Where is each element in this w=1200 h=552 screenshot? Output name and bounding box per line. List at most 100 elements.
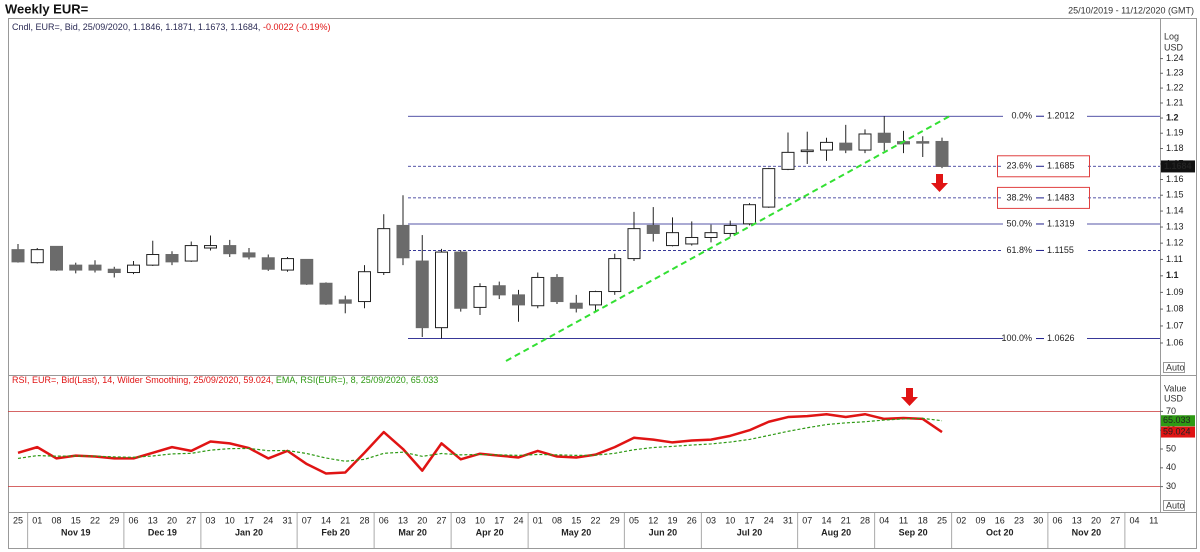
x-tick-label: 15 xyxy=(571,515,581,525)
x-tick-label: 12 xyxy=(648,515,658,525)
x-tick-label: 27 xyxy=(436,515,446,525)
candle-body xyxy=(88,264,102,271)
x-tick-label: 01 xyxy=(32,515,42,525)
x-tick-label: 08 xyxy=(552,515,562,525)
y-tick-label: 1.08 xyxy=(1166,303,1184,313)
candle-body xyxy=(858,133,872,151)
candle-body xyxy=(11,249,25,263)
auto-label[interactable]: Auto xyxy=(1166,500,1185,510)
x-tick-label: 08 xyxy=(51,515,61,525)
auto-button[interactable] xyxy=(1163,500,1185,511)
month-label: Aug 20 xyxy=(821,527,851,537)
candle-body xyxy=(223,245,237,255)
y-tick-label: 1.15 xyxy=(1166,190,1184,200)
candle-body xyxy=(30,249,44,264)
x-tick-label: 29 xyxy=(610,515,620,525)
candle-body xyxy=(723,224,737,234)
y-tick-label: 30 xyxy=(1166,481,1176,491)
candle-body xyxy=(569,302,583,309)
x-tick-label: 23 xyxy=(1014,515,1024,525)
auto-label[interactable]: Auto xyxy=(1166,362,1185,372)
chart-title: Weekly EUR= xyxy=(5,1,89,16)
x-tick-label: 07 xyxy=(802,515,812,525)
x-tick-label: 19 xyxy=(667,515,677,525)
month-label: Nov 20 xyxy=(1072,527,1102,537)
month-label: Mar 20 xyxy=(398,527,427,537)
candle-body xyxy=(396,224,410,259)
fib-value: 1.2012 xyxy=(1047,111,1075,121)
x-tick-label: 14 xyxy=(321,515,331,525)
axis-label: Value xyxy=(1164,383,1186,393)
candle-body xyxy=(877,132,891,143)
x-tick-label: 28 xyxy=(359,515,369,525)
rsi-legend: RSI, EUR=, Bid(Last), 14, Wilder Smoothi… xyxy=(12,375,438,385)
candle-body xyxy=(358,271,371,303)
x-tick-label: 26 xyxy=(687,515,697,525)
x-tick-label: 07 xyxy=(302,515,312,525)
x-tick-label: 17 xyxy=(744,515,754,525)
candle-body xyxy=(781,151,795,170)
x-tick-label: 11 xyxy=(1149,515,1158,525)
y-tick-label: 40 xyxy=(1166,462,1176,472)
fib-percent: 23.6% xyxy=(1006,161,1032,171)
y-tick-label: 1.07 xyxy=(1166,320,1184,330)
arrow xyxy=(901,388,918,406)
candle-body xyxy=(454,251,468,309)
x-tick-label: 09 xyxy=(975,515,985,525)
candle-body xyxy=(415,260,429,329)
candle-body xyxy=(935,140,949,167)
candle-body xyxy=(338,299,352,304)
x-tick-label: 05 xyxy=(629,515,639,525)
candle-body xyxy=(69,264,83,271)
candle-body xyxy=(300,258,314,285)
x-tick-label: 30 xyxy=(1033,515,1043,525)
candle-body xyxy=(473,286,487,308)
fib-value: 1.1483 xyxy=(1047,192,1075,202)
last-price-box xyxy=(1161,160,1195,173)
candle-body xyxy=(800,149,814,153)
x-tick-label: 20 xyxy=(417,515,427,525)
auto-button[interactable] xyxy=(1163,362,1185,373)
x-tick-label: 21 xyxy=(841,515,851,525)
y-tick-label: 1.21 xyxy=(1166,97,1184,107)
month-label: Sep 20 xyxy=(899,527,928,537)
legend-change: -0.0022 xyxy=(263,22,294,32)
candle-body xyxy=(685,236,699,245)
x-tick-label: 13 xyxy=(1072,515,1082,525)
candle-body xyxy=(608,258,622,293)
x-tick-label: 03 xyxy=(706,515,716,525)
candle-body xyxy=(435,251,448,329)
candle-body xyxy=(319,282,333,305)
fib-box xyxy=(997,186,1090,209)
last-value-box xyxy=(1161,415,1195,427)
month-label: Nov 19 xyxy=(61,527,91,537)
axis-label: USD xyxy=(1164,42,1184,52)
y-tick-label: 1.14 xyxy=(1166,205,1184,215)
month-label: Feb 20 xyxy=(321,527,350,537)
legend-text: Cndl, EUR=, Bid, 25/09/2020, 1.1846, 1.1… xyxy=(12,22,260,32)
fib-value: 1.1155 xyxy=(1047,245,1074,255)
candle-body xyxy=(146,254,160,266)
month-label: Jan 20 xyxy=(235,527,263,537)
series-line xyxy=(17,417,943,462)
frame xyxy=(8,18,1197,549)
x-tick-label: 13 xyxy=(148,515,158,525)
x-tick-label: 02 xyxy=(956,515,966,525)
y-tick-label: 1.11 xyxy=(1166,254,1183,264)
fib-value: 1.1319 xyxy=(1047,218,1075,228)
x-tick-label: 18 xyxy=(918,515,928,525)
candle-body xyxy=(377,228,391,274)
x-tick-label: 11 xyxy=(899,515,908,525)
month-label: Jul 20 xyxy=(737,527,763,537)
candle-body xyxy=(165,254,179,263)
x-tick-label: 15 xyxy=(71,515,81,525)
x-tick-label: 31 xyxy=(282,515,292,525)
x-tick-label: 24 xyxy=(263,515,273,525)
fib-percent: 61.8% xyxy=(1006,245,1032,255)
x-tick-label: 25 xyxy=(937,515,947,525)
x-tick-label: 06 xyxy=(128,515,138,525)
fib-label-bg xyxy=(1003,217,1087,230)
y-tick-label: 1.18 xyxy=(1166,143,1184,153)
trend-line xyxy=(505,115,951,362)
